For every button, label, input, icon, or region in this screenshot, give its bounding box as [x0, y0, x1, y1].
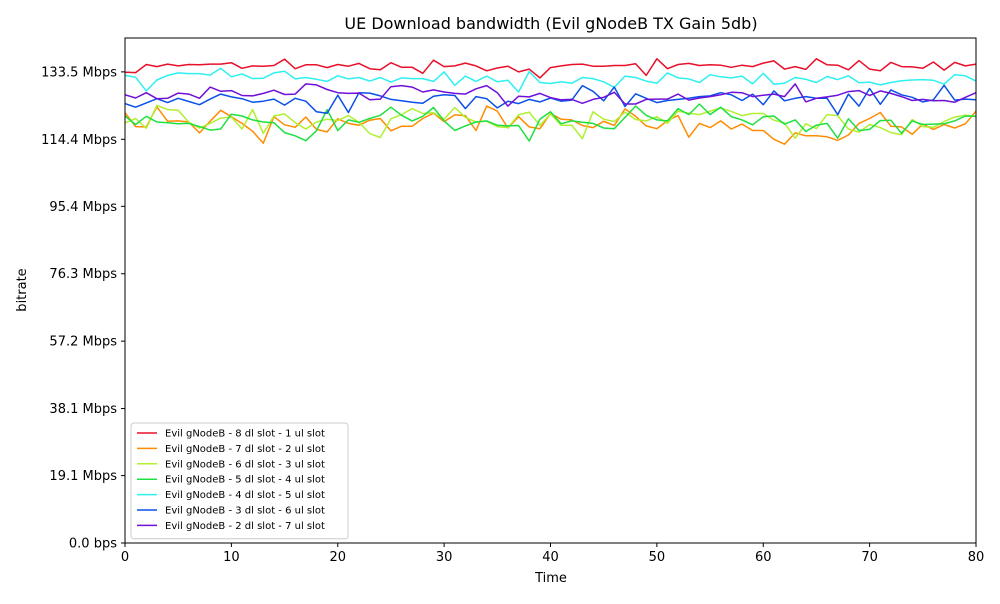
- x-tick-label: 40: [542, 550, 559, 565]
- y-tick-label: 57.2 Mbps: [49, 335, 117, 350]
- y-tick-label: 95.4 Mbps: [49, 200, 117, 215]
- legend-label: Evil gNodeB - 5 dl slot - 4 ul slot: [165, 475, 325, 486]
- legend-label: Evil gNodeB - 2 dl slot - 7 ul slot: [165, 521, 325, 532]
- chart-title: UE Download bandwidth (Evil gNodeB TX Ga…: [344, 14, 757, 33]
- x-tick-label: 50: [649, 550, 666, 565]
- legend: Evil gNodeB - 8 dl slot - 1 ul slot Evil …: [130, 422, 349, 540]
- y-axis-label: bitrate: [15, 268, 30, 311]
- y-tick-label: 19.1 Mbps: [49, 469, 117, 484]
- x-tick-label: 0: [121, 550, 129, 565]
- series-line-1: [124, 58, 977, 79]
- legend-label: Evil gNodeB - 7 dl slot - 2 ul slot: [165, 444, 325, 455]
- x-tick-label: 80: [968, 550, 985, 565]
- legend-label: Evil gNodeB - 8 dl slot - 1 ul slot: [165, 429, 325, 440]
- series-layer: [124, 58, 977, 145]
- legend-box: [130, 422, 349, 540]
- y-tick-label: 38.1 Mbps: [49, 402, 117, 417]
- legend-label: Evil gNodeB - 4 dl slot - 5 ul slot: [165, 490, 325, 501]
- y-tick-label: 114.4 Mbps: [41, 133, 117, 148]
- legend-label: Evil gNodeB - 3 dl slot - 6 ul slot: [165, 506, 325, 517]
- x-tick-label: 30: [436, 550, 453, 565]
- y-tick-label: 133.5 Mbps: [41, 65, 117, 80]
- x-tick-label: 70: [861, 550, 878, 565]
- legend-label: Evil gNodeB - 6 dl slot - 3 ul slot: [165, 459, 325, 470]
- x-tick-label: 60: [755, 550, 772, 565]
- series-line-4: [124, 103, 977, 142]
- series-line-5: [124, 67, 977, 93]
- series-line-3: [124, 104, 977, 140]
- y-tick-label: 76.3 Mbps: [49, 267, 117, 282]
- y-axis: 0.0 bps 19.1 Mbps 38.1 Mbps 57.2 Mbps 76.3 M…: [41, 65, 125, 552]
- x-axis: 0 10 20 30 40 50 60 70 80: [121, 543, 984, 565]
- x-axis-label: Time: [534, 571, 567, 586]
- series-line-7: [124, 83, 977, 107]
- y-tick-label: 0.0 bps: [69, 537, 117, 552]
- x-tick-label: 10: [223, 550, 240, 565]
- x-tick-label: 20: [329, 550, 346, 565]
